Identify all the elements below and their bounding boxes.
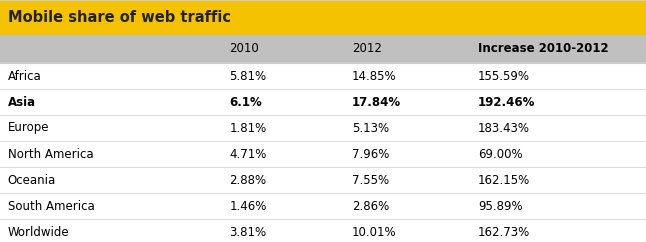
- Text: 7.55%: 7.55%: [352, 174, 389, 187]
- Text: Africa: Africa: [8, 69, 41, 83]
- Bar: [0, 219, 646, 242]
- Text: 192.46%: 192.46%: [478, 96, 536, 108]
- Bar: [0, 35, 646, 63]
- Text: 5.81%: 5.81%: [229, 69, 266, 83]
- Bar: [0, 141, 646, 167]
- Bar: [0, 115, 646, 141]
- Text: 162.73%: 162.73%: [478, 226, 530, 239]
- Bar: [0, 193, 646, 219]
- Text: 162.15%: 162.15%: [478, 174, 530, 187]
- Text: 3.81%: 3.81%: [229, 226, 266, 239]
- Text: 1.81%: 1.81%: [229, 121, 267, 135]
- Text: North America: North America: [8, 148, 94, 160]
- Text: 4.71%: 4.71%: [229, 148, 267, 160]
- Text: Increase 2010-2012: Increase 2010-2012: [478, 43, 609, 55]
- Text: 2.88%: 2.88%: [229, 174, 266, 187]
- Bar: [0, 0, 646, 35]
- Text: Asia: Asia: [8, 96, 36, 108]
- Text: 2.86%: 2.86%: [352, 199, 390, 212]
- Text: 69.00%: 69.00%: [478, 148, 523, 160]
- Text: 7.96%: 7.96%: [352, 148, 390, 160]
- Text: 2012: 2012: [352, 43, 382, 55]
- Bar: [0, 89, 646, 115]
- Text: 17.84%: 17.84%: [352, 96, 401, 108]
- Text: 6.1%: 6.1%: [229, 96, 262, 108]
- Text: Oceania: Oceania: [8, 174, 56, 187]
- Bar: [0, 63, 646, 89]
- Text: 5.13%: 5.13%: [352, 121, 389, 135]
- Text: 2010: 2010: [229, 43, 259, 55]
- Text: Worldwide: Worldwide: [8, 226, 69, 239]
- Text: Mobile share of web traffic: Mobile share of web traffic: [8, 10, 231, 25]
- Text: 1.46%: 1.46%: [229, 199, 267, 212]
- Text: 14.85%: 14.85%: [352, 69, 397, 83]
- Text: 10.01%: 10.01%: [352, 226, 397, 239]
- Text: 183.43%: 183.43%: [478, 121, 530, 135]
- Text: 95.89%: 95.89%: [478, 199, 523, 212]
- Text: Europe: Europe: [8, 121, 49, 135]
- Text: South America: South America: [8, 199, 94, 212]
- Bar: [0, 167, 646, 193]
- Text: 155.59%: 155.59%: [478, 69, 530, 83]
